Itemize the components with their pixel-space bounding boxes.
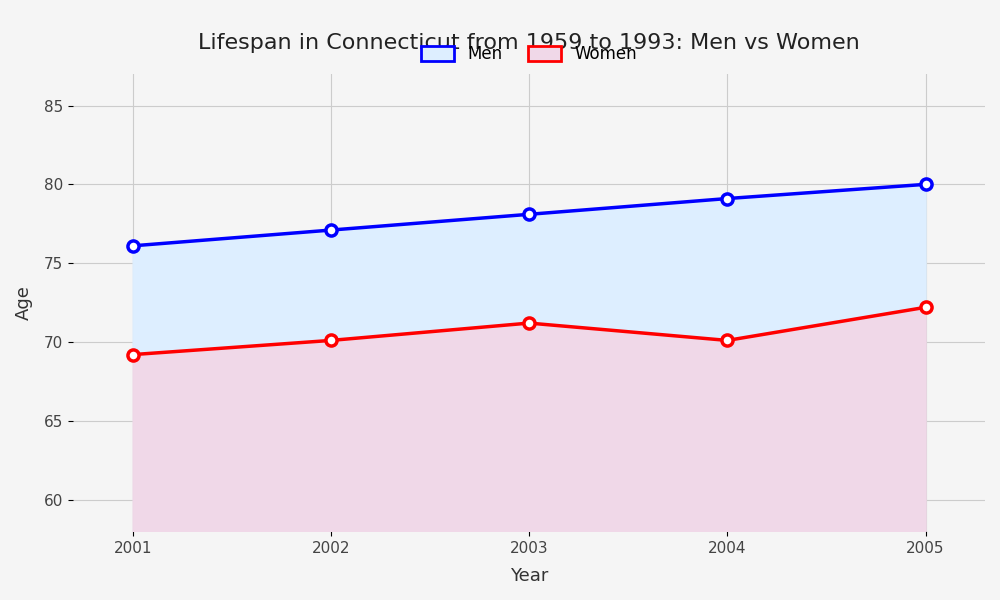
- X-axis label: Year: Year: [510, 567, 548, 585]
- Y-axis label: Age: Age: [15, 285, 33, 320]
- Title: Lifespan in Connecticut from 1959 to 1993: Men vs Women: Lifespan in Connecticut from 1959 to 199…: [198, 33, 860, 53]
- Legend: Men, Women: Men, Women: [413, 37, 645, 71]
